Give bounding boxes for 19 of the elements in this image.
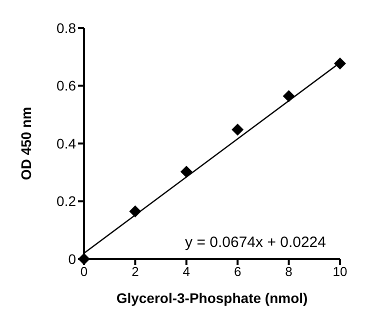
- x-axis-title: Glycerol-3-Phosphate (nmol): [116, 290, 308, 306]
- y-tick-label: 0.2: [56, 193, 76, 210]
- point: [129, 205, 142, 218]
- x-tick-label: 10: [332, 264, 348, 280]
- point: [180, 166, 192, 178]
- x-tick-label: 4: [182, 264, 190, 280]
- annotation: y = 0.0674x + 0.0224: [185, 234, 326, 251]
- y-tick-label: 0.8: [56, 20, 76, 36]
- y-tick-label: 0.6: [56, 78, 76, 94]
- x-tick-label: 8: [285, 264, 292, 280]
- y-tick-label: 0: [68, 250, 76, 267]
- point: [282, 90, 295, 102]
- y-axis-title: OD 450 nm: [18, 106, 34, 180]
- y-tick-label: 0.4: [56, 135, 76, 152]
- x-tick-label: 2: [132, 264, 139, 280]
- point: [334, 58, 346, 70]
- x-tick-label: 6: [234, 264, 242, 280]
- x-tick-label: 0: [80, 264, 88, 280]
- point: [232, 124, 244, 136]
